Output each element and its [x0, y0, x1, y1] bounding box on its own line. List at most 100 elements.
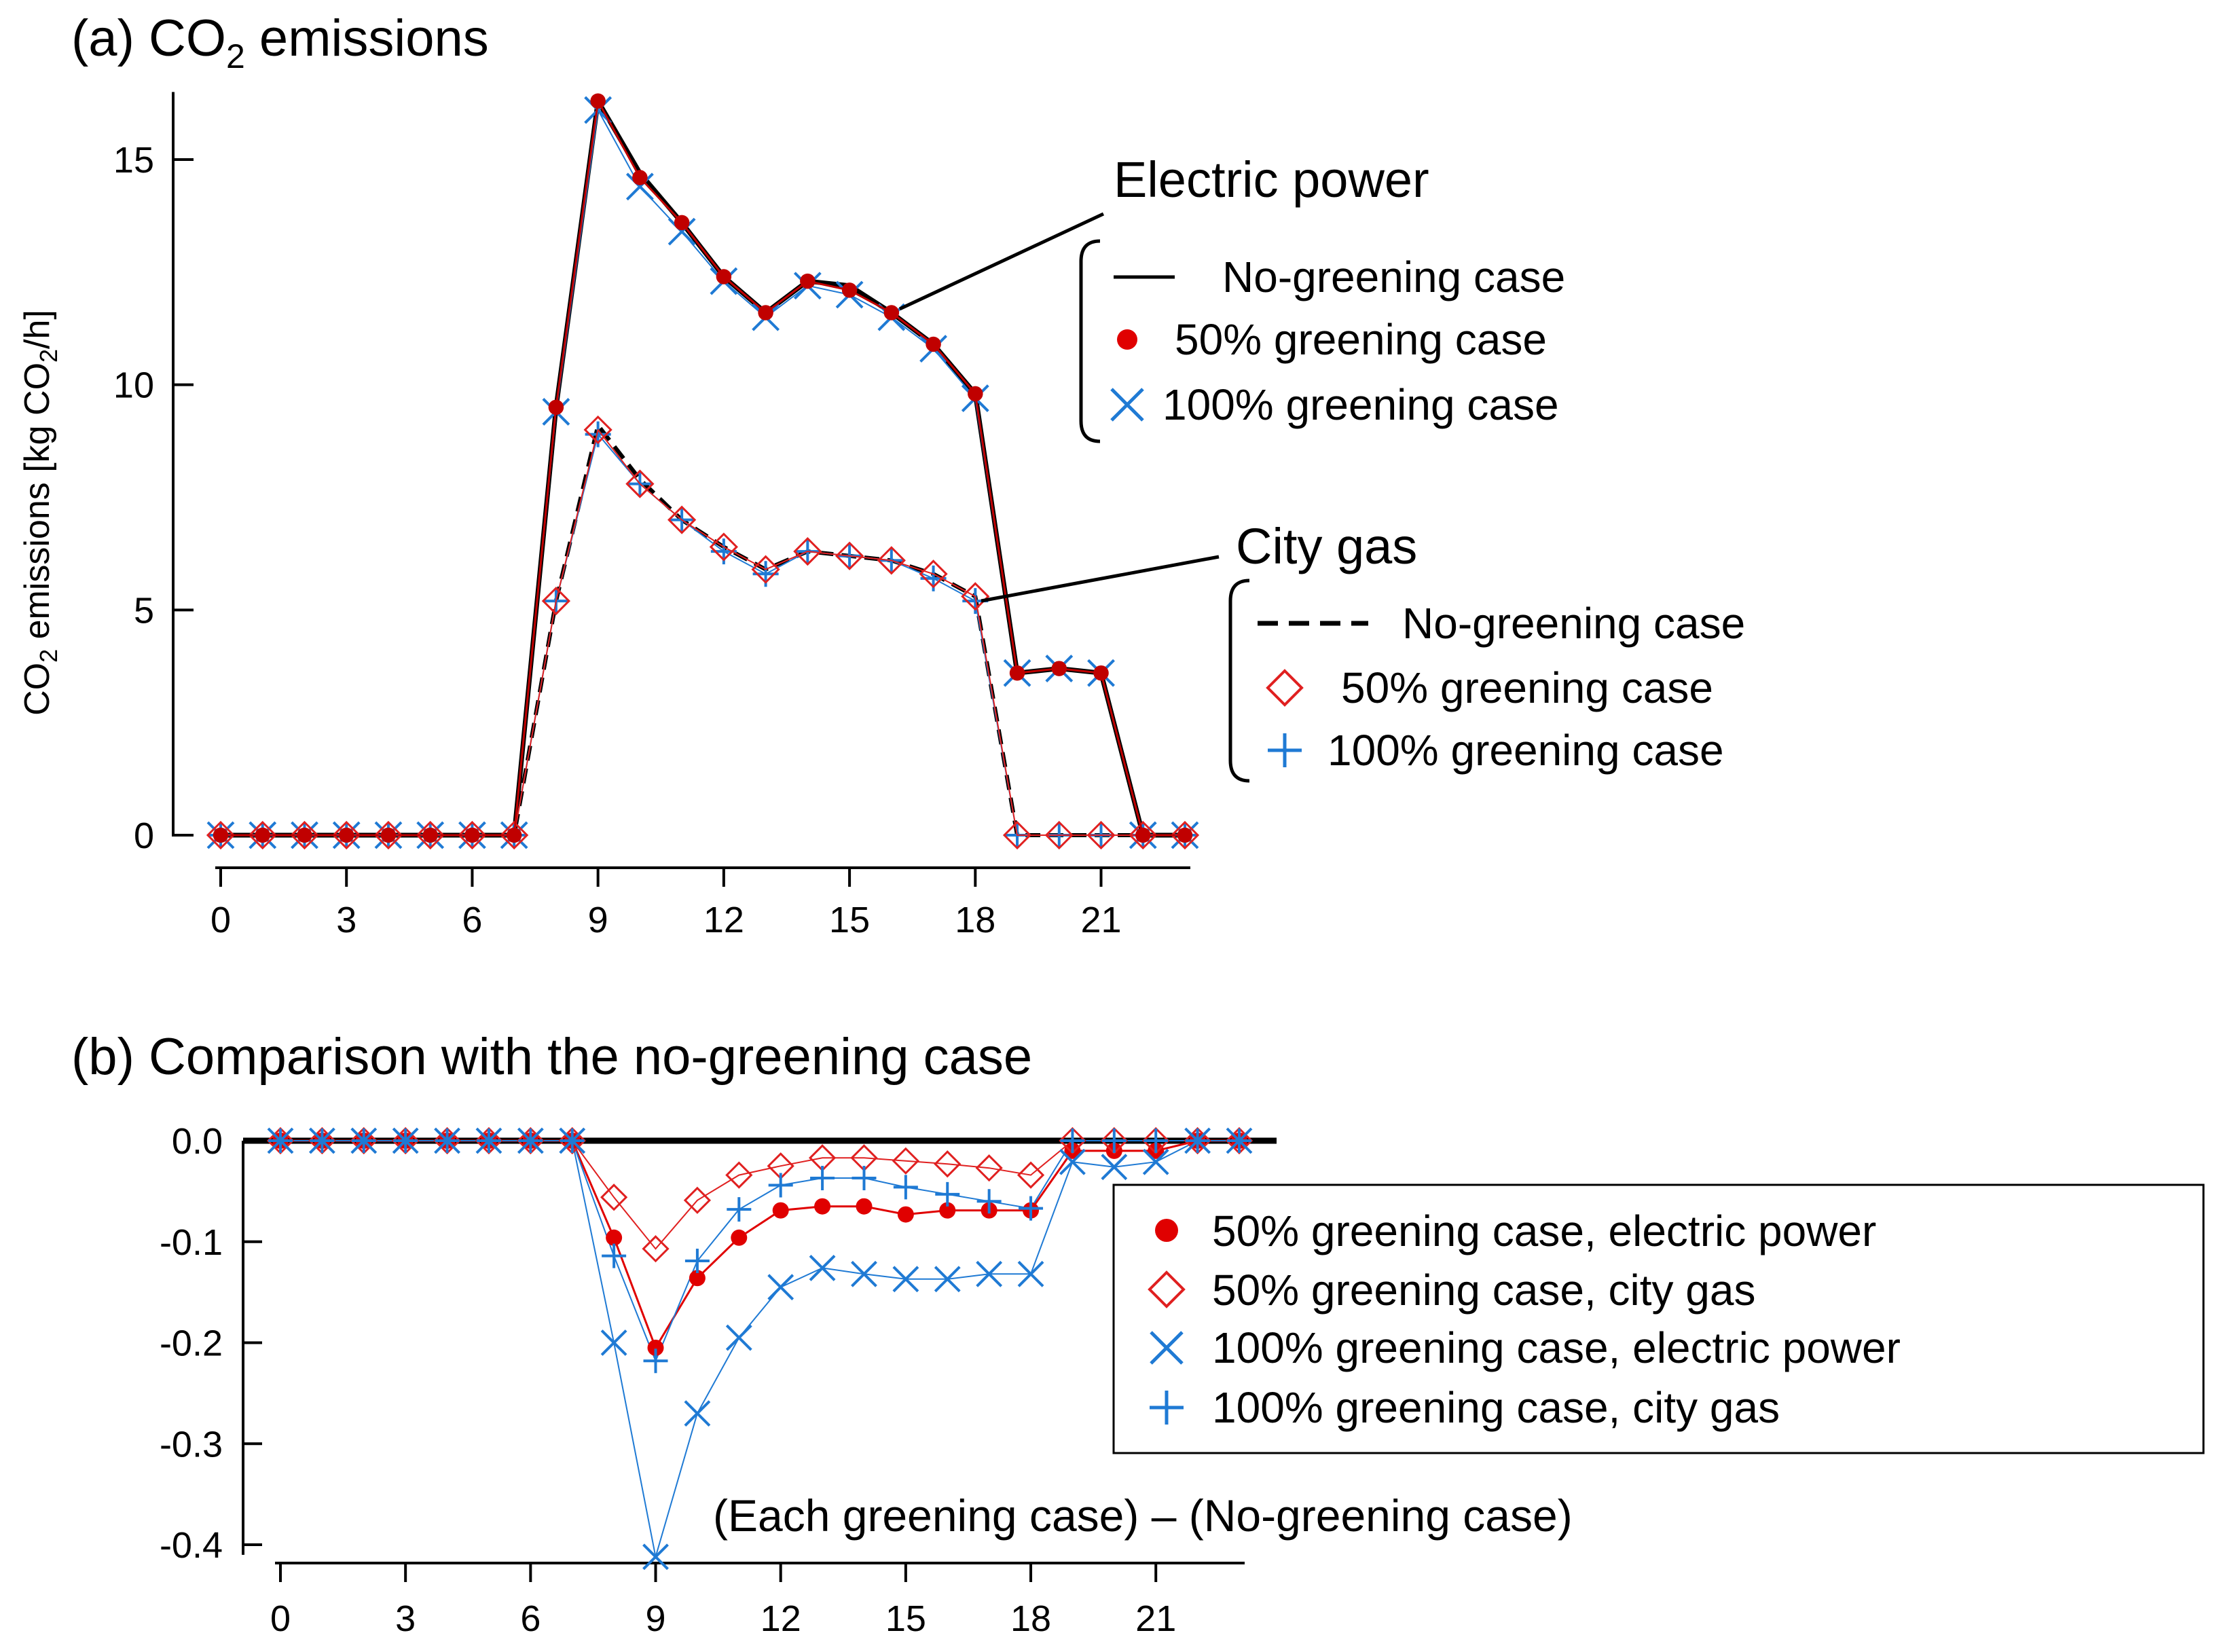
panel-a-data-point	[1135, 827, 1151, 843]
panel-b-legend-box	[1112, 1183, 2205, 1454]
panel-b-data-point	[976, 1260, 1003, 1287]
panel-b-data-point	[897, 1206, 914, 1223]
panel-b-x-tick-label: 12	[761, 1598, 801, 1639]
panel-a-x-tick-label: 3	[336, 900, 356, 940]
panel-b-data-point	[683, 1186, 712, 1214]
panel-b-y-tick-label: -0.4	[160, 1525, 223, 1566]
panel-a-data-point	[667, 505, 697, 534]
panel-a-data-point	[1009, 665, 1025, 681]
panel-a-data-point	[1044, 820, 1074, 850]
city-gas-callout-line	[981, 555, 1220, 603]
panel-a-data-point	[506, 827, 522, 843]
panel-a-data-point	[422, 827, 438, 843]
panel-a-data-point	[961, 582, 990, 611]
panel-b-data-point	[725, 1161, 753, 1189]
panel-b: (b) Comparison with the no-greening case…	[71, 1028, 2205, 1639]
panel-a-data-point	[709, 532, 738, 562]
panel-a-data-point	[835, 541, 864, 570]
panel-b-data-point	[934, 1150, 962, 1178]
panel-a-data-point	[458, 820, 487, 850]
panel-a-data-point	[674, 215, 690, 231]
panel-a-x-tick-label: 12	[703, 900, 744, 940]
panel-b-data-point	[1017, 1260, 1044, 1287]
panel-b-data-point	[642, 1235, 670, 1263]
panel-a-title: (a) CO2 emissions	[71, 10, 489, 75]
panel-a-data-point	[1129, 820, 1158, 850]
panel-b-data-point	[939, 1202, 956, 1219]
panel-b-data-point	[892, 1147, 919, 1175]
panel-b-data-point	[310, 1128, 335, 1153]
panel-a-data-point	[800, 273, 816, 289]
panel-a-data-point	[883, 305, 900, 320]
panel-a-data-point	[1177, 827, 1193, 843]
legend-gas-diamond-icon	[1266, 669, 1304, 707]
panel-b-data-point	[684, 1249, 710, 1274]
legend-electric-x-icon	[1110, 388, 1144, 422]
legend-gas-plus-icon	[1268, 733, 1302, 767]
panel-b-data-point	[600, 1183, 628, 1211]
panel-b-data-point	[935, 1181, 960, 1207]
panel-b-data-point	[1019, 1196, 1044, 1221]
city-gas-label: City gas	[1236, 518, 1417, 574]
panel-b-data-point	[268, 1128, 293, 1153]
panel-b-data-point	[1101, 1154, 1128, 1181]
panel-a-series-line	[221, 429, 1185, 836]
panel-a-data-point	[248, 820, 277, 850]
panel-b-data-point	[689, 1270, 706, 1287]
panel-b-data-point	[852, 1166, 877, 1191]
panel-a-axes: 0 5 10 15 0 3 6 9 12 15 18 21	[113, 92, 1190, 940]
panel-a-x-tick-label: 18	[955, 900, 995, 940]
legend-b-item-1: 50% greening case, city gas	[1212, 1266, 1755, 1315]
panel-a-data-point	[716, 269, 732, 284]
panel-b-data-point	[767, 1274, 794, 1301]
panel-a-data-point	[625, 172, 654, 201]
panel-a-data-point	[625, 469, 655, 498]
panel-a-y-tick-label: 0	[134, 815, 154, 856]
panel-b-y-tick-label: -0.3	[160, 1424, 223, 1465]
panel-a-series-line	[221, 100, 1185, 837]
panel-b-title: (b) Comparison with the no-greening case	[71, 1028, 1032, 1086]
panel-b-data-point	[893, 1175, 918, 1200]
panel-b-data-point	[1185, 1128, 1210, 1153]
panel-a-y-axis-label: CO2 emissions [kg CO2/h]	[18, 310, 62, 716]
panel-b-series-line	[280, 1139, 1239, 1351]
panel-b-x-tick-label: 0	[270, 1598, 291, 1639]
legend-electric-dot-icon	[1117, 329, 1137, 350]
panel-b-data-point	[725, 1324, 752, 1351]
legend-gas-bracket	[1228, 579, 1250, 783]
panel-b-data-point	[351, 1128, 376, 1153]
panel-a-series	[206, 93, 1200, 850]
panel-a-data-point	[841, 282, 858, 298]
legend-b-item-3: 100% greening case, city gas	[1212, 1383, 1780, 1432]
panel-a-data-point	[1093, 665, 1109, 681]
electric-power-label: Electric power	[1114, 151, 1429, 208]
panel-b-data-point	[1017, 1161, 1045, 1189]
panel-b-data-point	[772, 1202, 789, 1219]
legend-b-plus-icon	[1150, 1391, 1184, 1425]
legend-electric-item-1: 50% greening case	[1175, 315, 1547, 364]
legend-gas-item-1: 50% greening case	[1341, 663, 1713, 712]
panel-a-data-point	[632, 170, 648, 185]
panel-a-data-point	[583, 415, 612, 445]
panel-a-data-point	[255, 827, 270, 843]
panel-a-series-line	[221, 98, 1185, 838]
panel-a-data-point	[968, 386, 983, 402]
panel-b-data-point	[975, 1154, 1003, 1182]
panel-b-data-point	[518, 1128, 543, 1153]
panel-b-x-tick-label: 15	[885, 1598, 926, 1639]
legend-b-item-2: 100% greening case, electric power	[1212, 1323, 1901, 1372]
legend-gas-item-0: No-greening case	[1402, 599, 1745, 648]
legend-electric-bracket	[1079, 239, 1101, 443]
legend-gas-item-2: 100% greening case	[1328, 726, 1724, 775]
panel-a-x-tick-label: 9	[588, 900, 608, 940]
panel-b-data-point	[647, 1339, 664, 1356]
panel-b-data-point	[809, 1255, 836, 1281]
panel-a-data-point	[751, 555, 780, 584]
panel-b-series-line	[280, 1140, 1239, 1250]
panel-b-series-line	[280, 1140, 1239, 1363]
panel-b-data-point	[892, 1266, 919, 1293]
panel-b-data-point	[1227, 1128, 1251, 1153]
legend-electric-item-0: No-greening case	[1222, 253, 1565, 301]
panel-b-x-tick-label: 3	[395, 1598, 416, 1639]
